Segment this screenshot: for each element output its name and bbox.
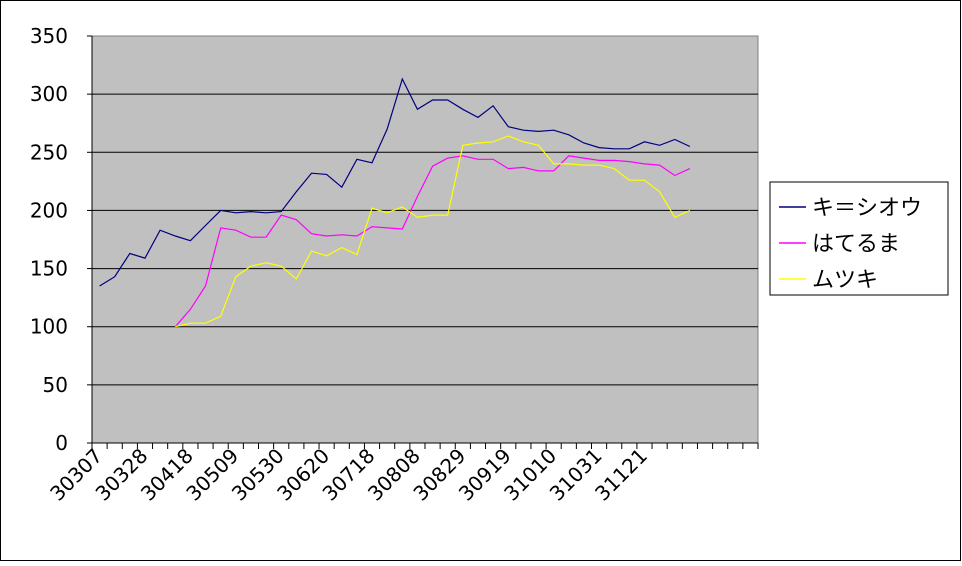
legend-label-2: ムツキ: [812, 268, 878, 293]
series-lines: [99, 77, 691, 328]
y-tick-label: 150: [30, 257, 68, 281]
series-line-2: [175, 135, 691, 328]
y-tick-label: 0: [55, 431, 68, 455]
legend-box: [769, 181, 949, 296]
series-line-0: [99, 77, 691, 287]
y-tick-label: 50: [43, 373, 68, 397]
plot-area: [91, 35, 759, 444]
y-tick-label: 350: [30, 24, 68, 48]
y-tick-label: 250: [30, 140, 68, 164]
legend-label-0: キ＝シオウ: [812, 196, 922, 221]
series-line-1: [174, 155, 691, 328]
legend-label-1: はてるま: [812, 232, 900, 257]
gridlines: [92, 93, 758, 386]
y-tick-label: 300: [30, 82, 68, 106]
y-tick-label: 100: [30, 315, 68, 339]
y-tick-label: 200: [30, 198, 68, 222]
